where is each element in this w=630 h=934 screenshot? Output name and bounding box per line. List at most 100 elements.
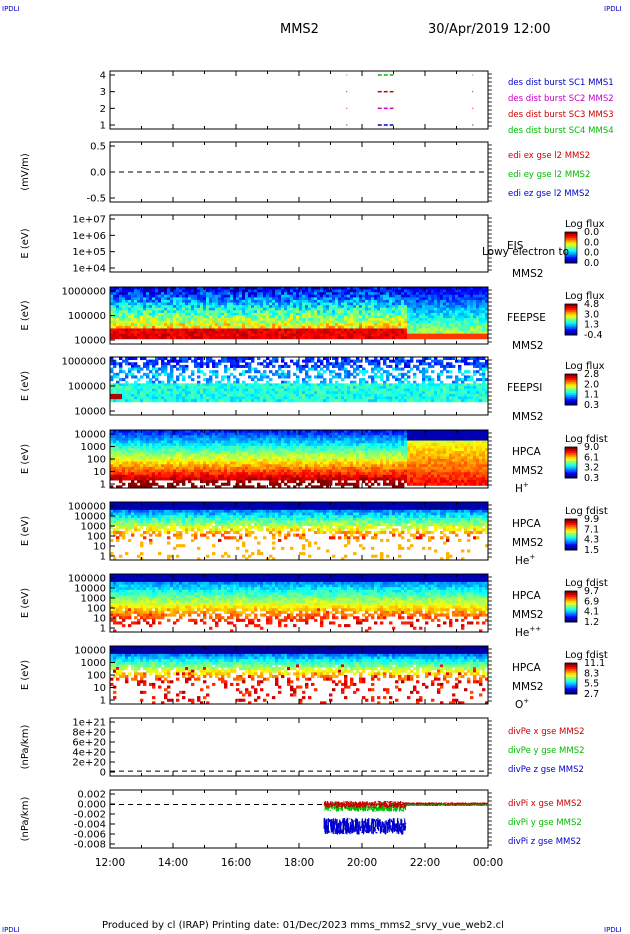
spectrogram-cell xyxy=(191,477,195,481)
spectrogram-cell xyxy=(458,289,462,293)
spectrogram-cell xyxy=(368,305,372,309)
spectrogram-cell xyxy=(371,391,375,395)
spectrogram-cell xyxy=(221,399,225,403)
spectrogram-cell xyxy=(386,372,390,376)
spectrogram-cell xyxy=(440,333,444,337)
spectrogram-cell xyxy=(137,453,141,457)
spectrogram-cell xyxy=(128,437,132,441)
spectrogram-cell xyxy=(314,364,318,368)
spectrogram-cell xyxy=(446,287,450,290)
spectrogram-cell xyxy=(188,386,192,390)
spectrogram-cell xyxy=(428,364,432,368)
spectrogram-cell xyxy=(293,325,297,329)
spectrogram-cell xyxy=(305,396,309,400)
spectrogram-cell xyxy=(131,328,135,332)
spectrogram-cell xyxy=(440,287,444,290)
spectrogram-cell xyxy=(335,297,339,301)
spectrogram-cell xyxy=(482,320,486,324)
spectrogram-cell xyxy=(476,318,480,322)
spectrogram-cell xyxy=(344,359,348,363)
spectrogram-cell xyxy=(242,393,246,397)
spectrogram-cell xyxy=(443,307,447,311)
spectrogram-cell xyxy=(449,331,453,335)
spectrogram-cell xyxy=(371,307,375,311)
spectrogram-cell xyxy=(284,299,288,303)
spectrogram-cell xyxy=(224,396,228,400)
spectrogram-cell xyxy=(404,294,408,298)
spectrogram-cell xyxy=(347,396,351,400)
spectrogram-cell xyxy=(443,333,447,337)
spectrogram-cell xyxy=(155,323,159,327)
spectrogram-cell xyxy=(437,287,441,290)
spectrogram-cell xyxy=(116,289,120,293)
spectrogram-cell xyxy=(266,331,270,335)
spectrogram-cell xyxy=(194,399,198,403)
spectrogram-cell xyxy=(209,292,213,296)
spectrogram-cell xyxy=(341,289,345,293)
spectrogram-cell xyxy=(362,318,366,322)
spectrogram-cell xyxy=(119,388,123,392)
spectrogram-cell xyxy=(152,461,156,465)
spectrogram-cell xyxy=(215,380,219,384)
spectrogram-cell xyxy=(464,307,468,311)
spectrogram-cell xyxy=(404,312,408,316)
spectrogram-cell xyxy=(389,289,393,293)
spectrogram-cell xyxy=(155,325,159,329)
spectrogram-cell xyxy=(119,357,123,361)
spectrogram-cell xyxy=(437,294,441,298)
spectrogram-cell xyxy=(353,331,357,335)
colorbar-cell xyxy=(565,393,577,396)
spectrogram-cell xyxy=(281,391,285,395)
spectrogram-cell xyxy=(278,302,282,306)
spectrogram-cell xyxy=(332,333,336,337)
spectrogram-cell xyxy=(185,456,189,460)
spectrogram-cell xyxy=(119,477,123,481)
spectrogram-cell xyxy=(149,430,153,434)
spectrogram-cell xyxy=(287,287,291,290)
spectrogram-cell xyxy=(341,359,345,363)
spectrogram-cell xyxy=(275,357,279,361)
spectrogram-cell xyxy=(116,440,120,444)
spectrogram-cell xyxy=(293,396,297,400)
spectrogram-cell xyxy=(146,320,150,324)
spectrogram-cell xyxy=(248,370,252,374)
spectrogram-cell xyxy=(134,430,138,434)
spectrogram-cell xyxy=(131,299,135,303)
spectrogram-cell xyxy=(371,396,375,400)
spectrogram-cell xyxy=(194,362,198,366)
spectrogram-cell xyxy=(167,435,171,439)
spectrogram-cell xyxy=(122,315,126,319)
spectrogram-cell xyxy=(149,289,153,293)
spectrogram-cell xyxy=(392,307,396,311)
spectrogram-cell xyxy=(485,359,489,363)
spectrogram-cell xyxy=(416,331,420,335)
spectrogram-cell xyxy=(152,469,156,473)
spectrogram-cell xyxy=(470,357,474,361)
spectrogram-cell xyxy=(185,396,189,400)
spectrogram-cell xyxy=(146,482,150,486)
spectrogram-cell xyxy=(185,312,189,316)
spectrogram-cell xyxy=(287,318,291,322)
spectrogram-cell xyxy=(458,325,462,329)
spectrogram-cell xyxy=(338,305,342,309)
spectrogram-cell xyxy=(203,310,207,314)
spectrogram-cell xyxy=(206,393,210,397)
spectrogram-cell xyxy=(122,464,126,468)
spectrogram-cell xyxy=(188,292,192,296)
spectrogram-cell xyxy=(176,367,180,371)
spectrogram-cell xyxy=(278,312,282,316)
spectrogram-cell xyxy=(137,364,141,368)
spectrogram-cell xyxy=(254,333,258,337)
spectrogram-cell xyxy=(161,477,165,481)
spectrogram-cell xyxy=(266,292,270,296)
spectrogram-cell xyxy=(173,333,177,337)
spectrogram-cell xyxy=(173,437,177,441)
spectrogram-cell xyxy=(254,386,258,390)
spectrogram-cell xyxy=(284,302,288,306)
spectrogram-cell xyxy=(158,372,162,376)
spectrogram-cell xyxy=(416,393,420,397)
spectrogram-cell xyxy=(404,388,408,392)
spectrogram-cell xyxy=(221,336,225,340)
spectrogram-cell xyxy=(467,307,471,311)
spectrogram-cell xyxy=(359,391,363,395)
